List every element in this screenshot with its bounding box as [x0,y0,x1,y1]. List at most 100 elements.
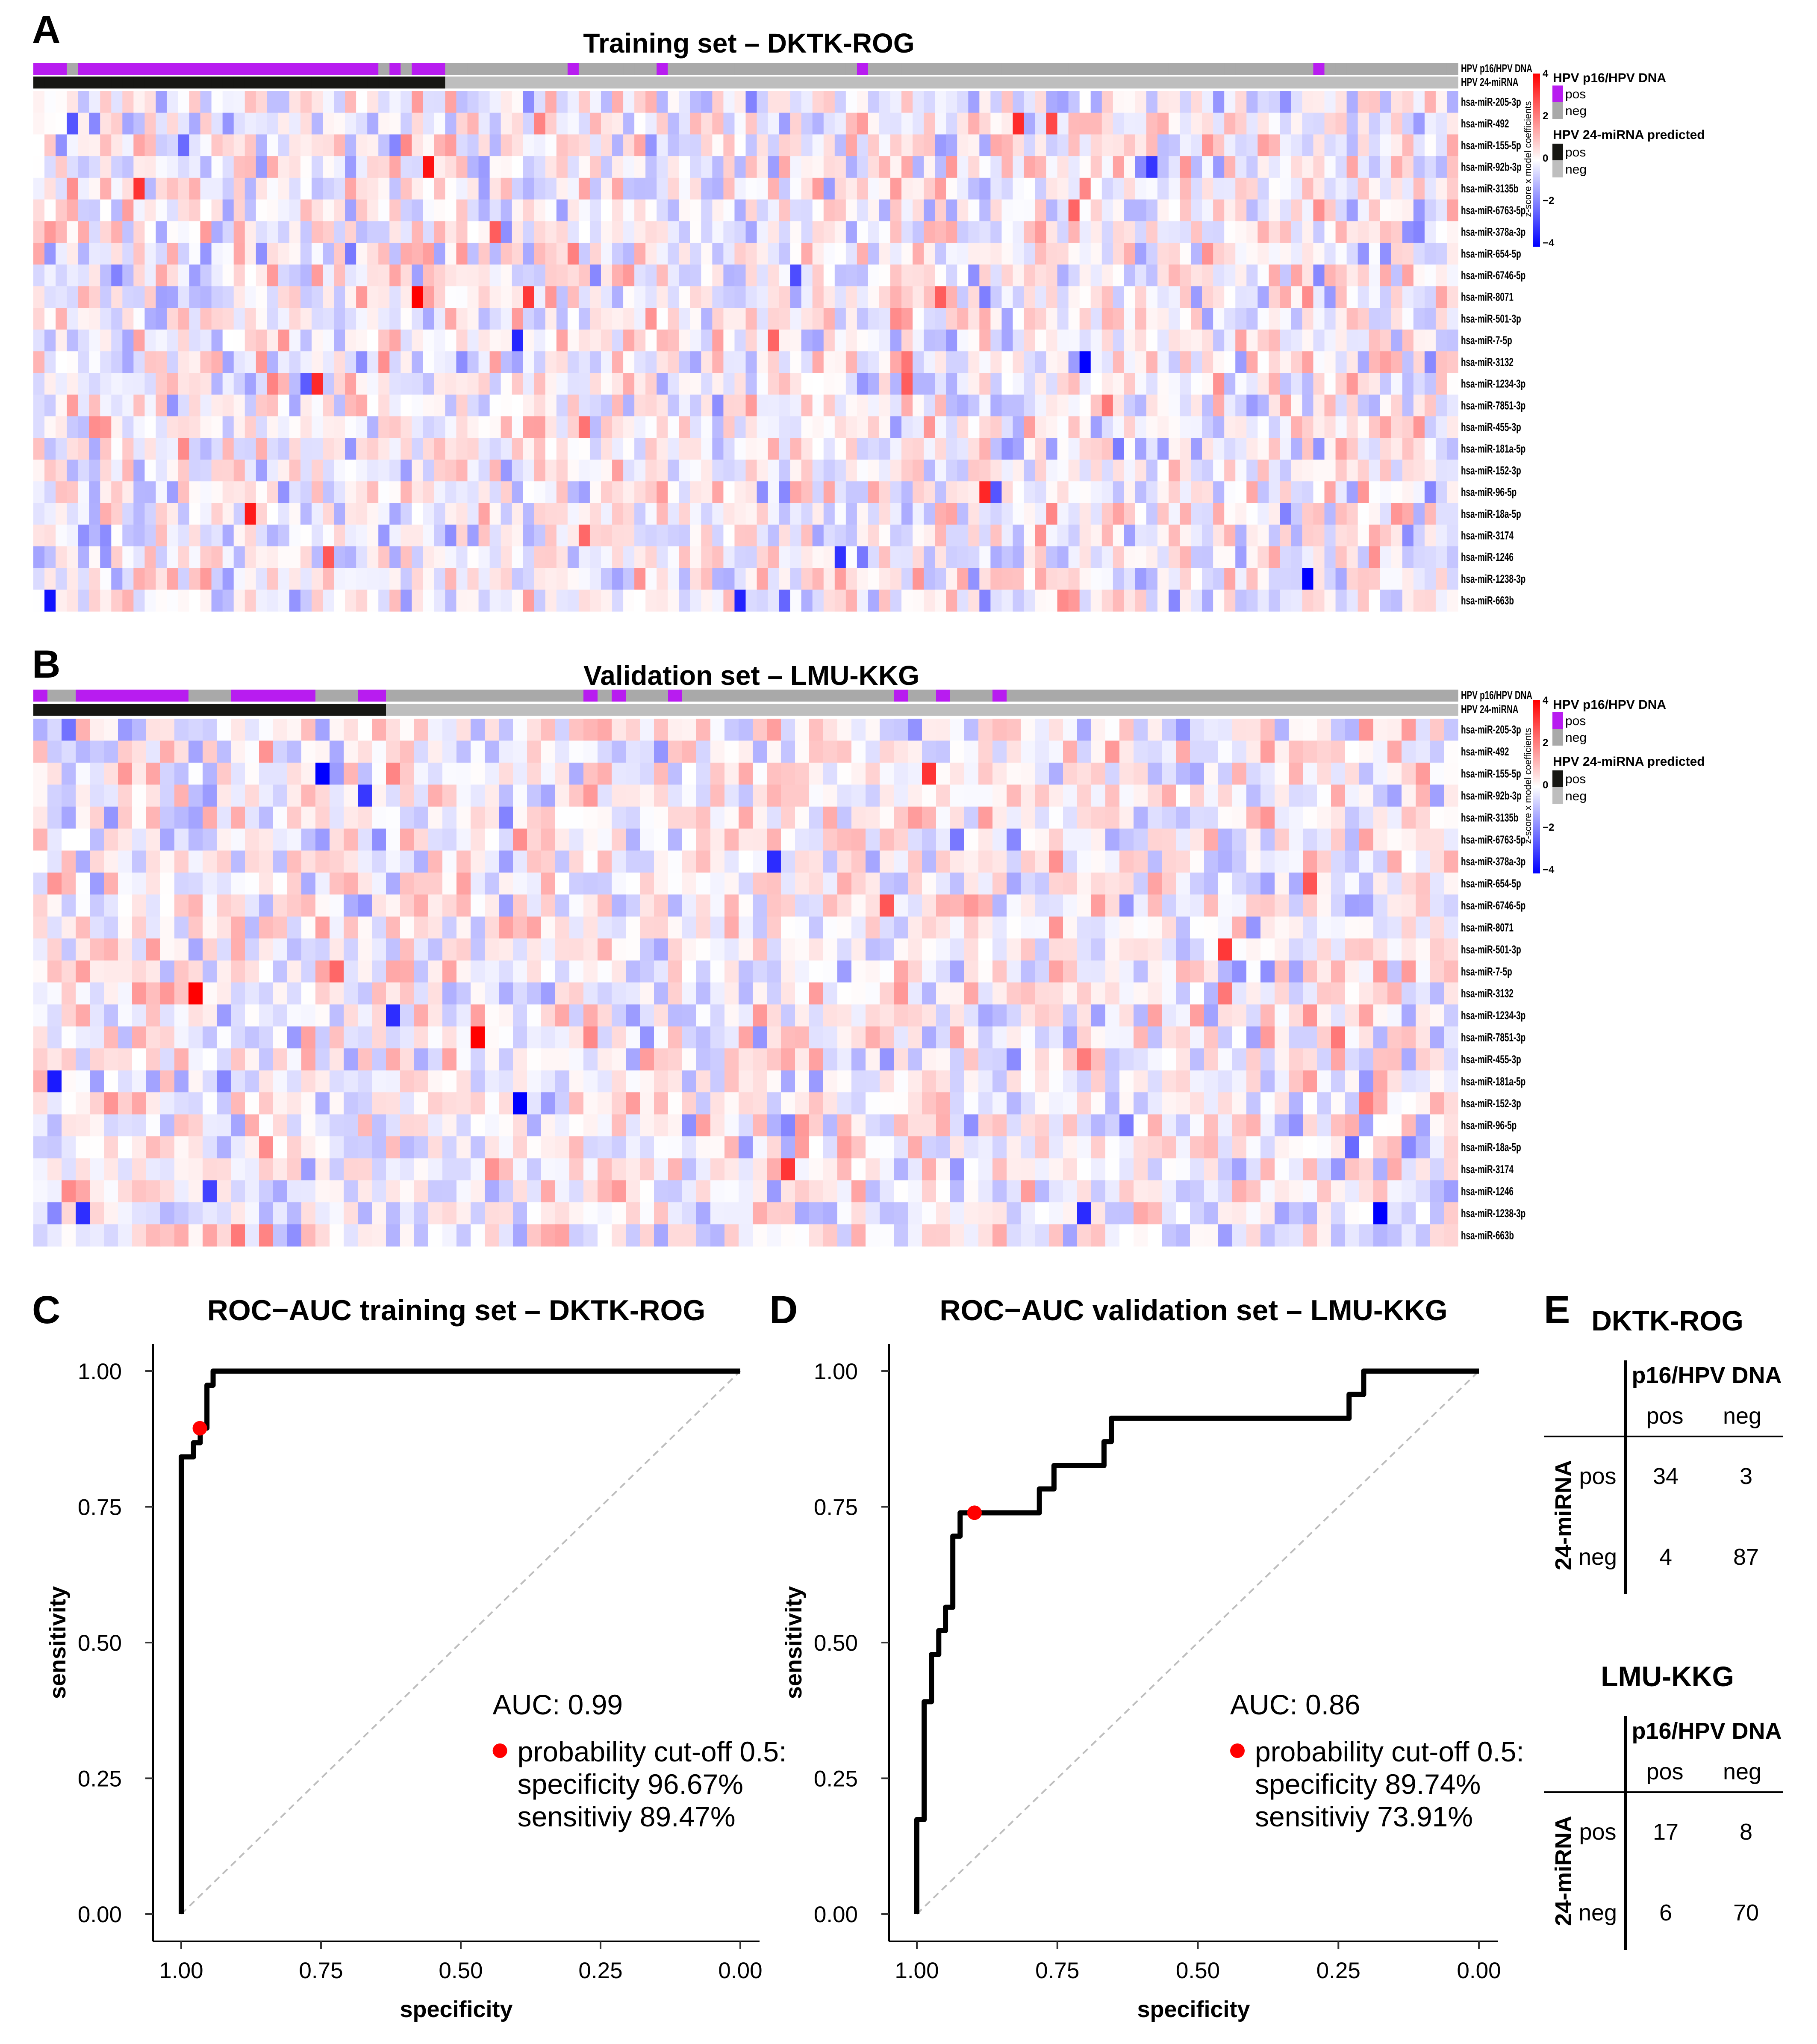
heatmap-cell [879,221,891,243]
heatmap-cell [1232,719,1247,741]
heatmap-cell [100,438,112,460]
heatmap-cell [578,525,590,547]
heatmap-cell [1068,112,1080,135]
heatmap-cell [233,503,245,525]
heatmap-cell [1369,91,1381,113]
heatmap-cell [936,829,951,851]
heatmap-cell [1424,590,1436,612]
heatmap-cell [287,740,302,763]
heatmap-cell [401,373,412,395]
heatmap-cell [908,960,922,983]
heatmap-cell [1289,960,1303,983]
heatmap-cell [259,960,274,983]
heatmap-cell [434,329,446,352]
heatmap-cell [1246,199,1258,221]
prediction-annotation-cell [801,77,813,88]
heatmap-cell [541,762,556,785]
heatmap-cell [879,503,891,525]
prediction-annotation-cell [957,77,969,88]
heatmap-cell [156,460,168,482]
heatmap-cell [589,286,601,308]
heatmap-cell [950,829,965,851]
heatmap-cell [1105,916,1120,939]
p16-annotation-cell [753,690,767,702]
heatmap-cell [122,177,134,200]
heatmap-cell [990,308,1002,330]
heatmap-cell [33,286,45,308]
heatmap-cell [890,177,902,200]
heatmap-cell [378,416,390,438]
heatmap-cell [1269,394,1280,417]
heatmap-cell [489,394,501,417]
heatmap-cell [968,546,980,569]
heatmap-cell [527,719,542,741]
heatmap-cell [259,894,274,917]
heatmap-cell [1235,481,1247,504]
heatmap-cell [244,568,256,590]
heatmap-cell [513,960,527,983]
heatmap-cell [1146,308,1158,330]
heatmap-cell [1202,177,1213,200]
heatmap-cell [745,416,757,438]
heatmap-cell [634,394,646,417]
heatmap-cell [144,91,156,113]
heatmap-cell [534,525,546,547]
heatmap-cell [100,329,112,352]
heatmap-cell [311,329,323,352]
heatmap-cell [330,850,344,873]
heatmap-cell [1303,982,1317,1005]
heatmap-cell [1079,590,1091,612]
p16-annotation-cell [244,63,256,75]
heatmap-cell [203,850,217,873]
heatmap-cell [757,525,769,547]
heatmap-cell [1218,916,1233,939]
heatmap-cell [499,938,513,961]
heatmap-cell [323,438,334,460]
heatmap-cell [739,894,753,917]
heatmap-cell [1162,894,1176,917]
heatmap-cell [401,156,412,178]
heatmap-cell [1391,134,1403,156]
heatmap-cell [89,590,100,612]
heatmap-cell [267,438,279,460]
p16-annotation-cell [569,690,584,702]
heatmap-cell [640,982,654,1005]
heatmap-cell [386,719,401,741]
heatmap-cell [146,740,161,763]
heatmap-cell [1180,199,1191,221]
heatmap-cell [968,503,980,525]
heatmap-cell [979,329,991,352]
heatmap-cell [545,373,557,395]
heatmap-cell [1269,156,1280,178]
heatmap-cell [1063,960,1078,983]
heatmap-cell [144,546,156,569]
heatmap-cell [1035,525,1047,547]
heatmap-cell [626,982,640,1005]
heatmap-cell [723,286,735,308]
prediction-annotation-cell [499,704,513,716]
heatmap-cell [834,112,846,135]
heatmap-cell [1257,112,1269,135]
heatmap-cell [1380,460,1392,482]
heatmap-cell [1402,719,1416,741]
heatmap-cell [868,590,880,612]
p16-annotation-cell [56,63,67,75]
heatmap-cell [412,177,423,200]
heatmap-cell [768,177,780,200]
heatmap-cell [1335,264,1347,286]
heatmap-cell [1135,156,1147,178]
heatmap-cell [668,199,679,221]
mirna-row-label: hsa-miR-92b-3p [1461,789,1522,802]
heatmap-cell [851,872,866,895]
prediction-annotation-cell [287,704,302,716]
heatmap-cell [44,242,56,265]
heatmap-cell [894,894,908,917]
heatmap-cell [823,960,838,983]
heatmap-cell [880,872,894,895]
heatmap-cell [890,460,902,482]
heatmap-cell [44,546,56,569]
heatmap-cell [1275,938,1289,961]
heatmap-cell [1430,829,1444,851]
heatmap-cell [222,481,234,504]
heatmap-cell [356,503,368,525]
